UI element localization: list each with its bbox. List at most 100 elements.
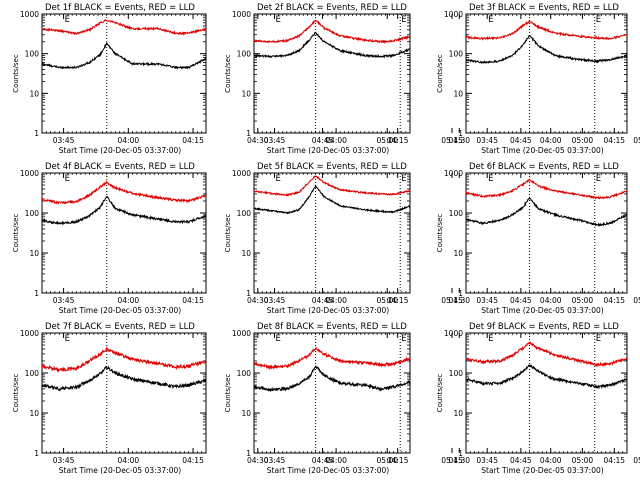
- x-tick-label: 05:00: [572, 296, 594, 305]
- x-tick-label: 04:00: [540, 296, 562, 305]
- x-tick-label: 04:15: [603, 456, 625, 465]
- x-tick-label: 04:15: [387, 456, 409, 465]
- x-tick-label: 03:45: [476, 296, 498, 305]
- x-tick-label: 03:45: [264, 456, 286, 465]
- x-tick-label: 04:15: [182, 136, 204, 145]
- y-axis-label: Counts/sec: [224, 374, 232, 413]
- x-tick-label: 04:30: [247, 136, 269, 145]
- chart-title: Det 3f BLACK = Events, RED = LLD: [469, 3, 619, 13]
- e-marker: E: [65, 15, 70, 25]
- y-tick-label: 1000: [232, 10, 251, 19]
- x-tick-label: 05:15: [633, 296, 640, 305]
- x-tick-label: 04:00: [540, 456, 562, 465]
- x-tick-label: 04:30: [448, 296, 470, 305]
- chart-title: Det 6f BLACK = Events, RED = LLD: [469, 162, 619, 172]
- x-tick-label: 05:00: [572, 456, 594, 465]
- y-tick-label: 1000: [20, 169, 39, 178]
- x-tick-label: 04:00: [118, 296, 140, 305]
- x-tick-label: 04:00: [540, 136, 562, 145]
- chart-title: Det 9f BLACK = Events, RED = LLD: [469, 322, 619, 332]
- y-axis-label: Counts/sec: [12, 374, 20, 413]
- e-marker: E: [276, 15, 281, 25]
- x-tick-label: 05:00: [376, 136, 398, 145]
- e-marker: E: [488, 15, 493, 25]
- x-tick-label: 05:00: [572, 136, 594, 145]
- y-tick-label: 1000: [232, 169, 251, 178]
- y-tick-label: 10: [29, 249, 39, 258]
- lld-series-line: [253, 346, 411, 371]
- x-tick-label: 05:15: [633, 456, 640, 465]
- x-tick-label: 05:15: [633, 136, 640, 145]
- lld-series-line: [465, 341, 628, 368]
- y-tick-label: 1: [458, 449, 463, 458]
- events-series-line: [253, 31, 411, 59]
- x-axis-label: Start Time (20-Dec-05 03:37:00): [481, 466, 603, 475]
- lld-series-line: [41, 346, 207, 373]
- x-axis-label: Start Time (20-Dec-05 03:37:00): [267, 306, 389, 315]
- x-tick-label: 05:15: [441, 136, 463, 145]
- chart-panel-1: Det 1f BLACK = Events, RED = LLD11010010…: [12, 3, 463, 155]
- events-series-line: [253, 365, 411, 393]
- y-tick-label: 10: [453, 409, 463, 418]
- plot-frame: [465, 13, 628, 134]
- x-axis-label: Start Time (20-Dec-05 03:37:00): [267, 146, 389, 155]
- x-tick-label: 03:45: [476, 136, 498, 145]
- x-tick-label: 03:45: [476, 456, 498, 465]
- y-tick-label: 10: [241, 409, 251, 418]
- x-tick-label: 04:30: [448, 456, 470, 465]
- e-marker: E: [401, 174, 406, 184]
- x-tick-label: 04:00: [325, 456, 347, 465]
- y-tick-label: 100: [237, 209, 252, 218]
- events-series-line: [41, 365, 207, 392]
- chart-panel-7: Det 7f BLACK = Events, RED = LLD11010010…: [12, 322, 463, 475]
- x-axis-label: Start Time (20-Dec-05 03:37:00): [267, 466, 389, 475]
- events-series-line: [41, 42, 207, 70]
- x-tick-label: 03:45: [264, 296, 286, 305]
- y-tick-label: 1: [246, 129, 251, 138]
- e-marker: E: [488, 334, 493, 344]
- y-axis-label: Counts/sec: [224, 54, 232, 93]
- e-marker: E: [276, 174, 281, 184]
- chart-title: Det 1f BLACK = Events, RED = LLD: [45, 3, 195, 13]
- y-tick-label: 1000: [444, 10, 463, 19]
- e-marker: E: [596, 174, 601, 184]
- e-marker: E: [488, 174, 493, 184]
- lld-series-line: [465, 178, 628, 200]
- chart-title: Det 4f BLACK = Events, RED = LLD: [45, 162, 195, 172]
- e-marker: E: [596, 334, 601, 344]
- plot-frame: [41, 332, 207, 454]
- x-tick-label: 05:00: [376, 456, 398, 465]
- x-tick-label: 04:00: [325, 296, 347, 305]
- lld-series-line: [41, 180, 207, 205]
- x-tick-label: 04:15: [182, 296, 204, 305]
- plot-frame: [253, 332, 411, 454]
- x-tick-label: 04:15: [182, 456, 204, 465]
- y-tick-label: 1: [34, 449, 39, 458]
- chart-panel-3: Det 3f BLACK = Events, RED = LLD 1 10 100 10…: [436, 3, 628, 155]
- chart-panel-9: Det 9f BLACK = Events, RED = LLD 1 10 100 10…: [436, 322, 628, 475]
- lld-series-line: [465, 20, 628, 41]
- y-tick-label: 10: [453, 89, 463, 98]
- plot-frame: [465, 172, 628, 294]
- x-tick-label: 04:30: [247, 296, 269, 305]
- y-tick-label: 1: [246, 449, 251, 458]
- chart-panel-4: Det 4f BLACK = Events, RED = LLD 1 10 100 10…: [12, 162, 463, 315]
- events-series-line: [465, 363, 628, 390]
- y-axis-label: Counts/sec: [436, 54, 444, 93]
- x-tick-label: 04:15: [603, 136, 625, 145]
- y-tick-label: 100: [25, 369, 40, 378]
- y-tick-label: 1: [458, 289, 463, 298]
- events-series-line: [253, 184, 411, 215]
- x-tick-label: 03:45: [53, 456, 75, 465]
- chart-panel-8: Det 8f BLACK = Events, RED = LLD11010010…: [224, 322, 640, 475]
- x-tick-label: 04:30: [247, 456, 269, 465]
- y-axis-label: Counts/sec: [224, 214, 232, 253]
- lld-series-line: [253, 175, 411, 197]
- x-tick-label: 04:45: [312, 456, 334, 465]
- y-axis-label: Counts/sec: [436, 374, 444, 413]
- chart-panel-5: Det 5f BLACK = Events, RED = LLD11010010…: [224, 162, 640, 315]
- events-series-line: [465, 34, 628, 65]
- plot-frame: [253, 172, 411, 294]
